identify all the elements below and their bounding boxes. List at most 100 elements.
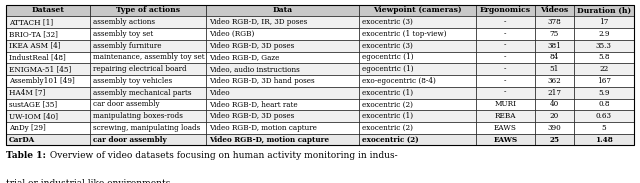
Bar bbox=[574, 87, 634, 98]
Bar bbox=[90, 98, 206, 110]
Bar bbox=[6, 16, 90, 28]
Text: EAWS: EAWS bbox=[494, 124, 516, 132]
Bar bbox=[6, 63, 90, 75]
Bar bbox=[476, 75, 534, 87]
Bar bbox=[359, 75, 476, 87]
Text: Video RGB-D, IR, 3D poses: Video RGB-D, IR, 3D poses bbox=[209, 18, 307, 26]
Bar bbox=[206, 122, 359, 134]
Text: 5.9: 5.9 bbox=[598, 89, 610, 97]
Text: MURI: MURI bbox=[494, 100, 516, 108]
Text: exocentric (1): exocentric (1) bbox=[362, 112, 413, 120]
Bar bbox=[476, 63, 534, 75]
Text: REBA: REBA bbox=[495, 112, 516, 120]
Bar bbox=[90, 5, 206, 16]
Text: -: - bbox=[504, 30, 506, 38]
Bar bbox=[534, 16, 574, 28]
Text: Ergonomics: Ergonomics bbox=[480, 6, 531, 14]
Bar bbox=[476, 28, 534, 40]
Bar bbox=[476, 122, 534, 134]
Text: EAWS: EAWS bbox=[493, 136, 517, 144]
Text: -: - bbox=[504, 89, 506, 97]
Text: Video RGB-D, 3D poses: Video RGB-D, 3D poses bbox=[209, 42, 294, 50]
Text: assembly mechanical parts: assembly mechanical parts bbox=[93, 89, 191, 97]
Bar bbox=[6, 110, 90, 122]
Text: -: - bbox=[504, 18, 506, 26]
Bar bbox=[206, 28, 359, 40]
Bar bbox=[90, 16, 206, 28]
Text: 51: 51 bbox=[550, 65, 559, 73]
Text: 5: 5 bbox=[602, 124, 606, 132]
Bar bbox=[6, 5, 634, 145]
Bar bbox=[6, 5, 90, 16]
Text: Table 1:: Table 1: bbox=[6, 151, 46, 160]
Text: Video RGB-D, motion capture: Video RGB-D, motion capture bbox=[209, 136, 329, 144]
Bar bbox=[574, 52, 634, 63]
Text: car door assembly: car door assembly bbox=[93, 136, 166, 144]
Bar bbox=[574, 40, 634, 52]
Bar bbox=[6, 134, 90, 145]
Bar bbox=[534, 75, 574, 87]
Bar bbox=[359, 16, 476, 28]
Text: Videos: Videos bbox=[540, 6, 568, 14]
Bar bbox=[574, 75, 634, 87]
Bar bbox=[359, 134, 476, 145]
Bar bbox=[90, 122, 206, 134]
Bar bbox=[534, 52, 574, 63]
Text: exocentric (1 top-view): exocentric (1 top-view) bbox=[362, 30, 446, 38]
Text: 378: 378 bbox=[547, 18, 561, 26]
Bar bbox=[6, 98, 90, 110]
Bar bbox=[476, 98, 534, 110]
Text: assembly furniture: assembly furniture bbox=[93, 42, 161, 50]
Text: car door assembly: car door assembly bbox=[93, 100, 159, 108]
Bar bbox=[90, 87, 206, 98]
Bar bbox=[6, 87, 90, 98]
Text: assembly actions: assembly actions bbox=[93, 18, 155, 26]
Bar bbox=[534, 40, 574, 52]
Bar bbox=[206, 16, 359, 28]
Bar bbox=[574, 63, 634, 75]
Text: Video RGB-D, Gaze: Video RGB-D, Gaze bbox=[209, 53, 279, 61]
Bar bbox=[206, 52, 359, 63]
Text: -: - bbox=[504, 53, 506, 61]
Text: 84: 84 bbox=[550, 53, 559, 61]
Bar bbox=[574, 16, 634, 28]
Bar bbox=[476, 52, 534, 63]
Text: maintenance, assembly toy set: maintenance, assembly toy set bbox=[93, 53, 204, 61]
Text: 167: 167 bbox=[597, 77, 611, 85]
Bar bbox=[359, 5, 476, 16]
Text: 40: 40 bbox=[550, 100, 559, 108]
Bar bbox=[476, 87, 534, 98]
Text: -: - bbox=[504, 65, 506, 73]
Text: 381: 381 bbox=[547, 42, 561, 50]
Text: Dataset: Dataset bbox=[32, 6, 65, 14]
Text: 0.63: 0.63 bbox=[596, 112, 612, 120]
Bar bbox=[206, 134, 359, 145]
Text: exocentric (3): exocentric (3) bbox=[362, 18, 413, 26]
Text: UW-IOM [40]: UW-IOM [40] bbox=[9, 112, 58, 120]
Bar bbox=[574, 98, 634, 110]
Bar bbox=[206, 5, 359, 16]
Text: Assembly101 [49]: Assembly101 [49] bbox=[9, 77, 75, 85]
Bar bbox=[574, 122, 634, 134]
Bar bbox=[6, 52, 90, 63]
Text: 217: 217 bbox=[547, 89, 561, 97]
Text: Type of actions: Type of actions bbox=[116, 6, 180, 14]
Text: HA4M [7]: HA4M [7] bbox=[9, 89, 45, 97]
Bar bbox=[476, 134, 534, 145]
Bar bbox=[534, 28, 574, 40]
Bar bbox=[6, 28, 90, 40]
Text: sustAGE [35]: sustAGE [35] bbox=[9, 100, 57, 108]
Text: Data: Data bbox=[273, 6, 292, 14]
Bar bbox=[359, 52, 476, 63]
Text: 22: 22 bbox=[599, 65, 609, 73]
Text: Video RGB-D, 3D hand poses: Video RGB-D, 3D hand poses bbox=[209, 77, 315, 85]
Bar bbox=[534, 134, 574, 145]
Text: 35.3: 35.3 bbox=[596, 42, 612, 50]
Bar bbox=[90, 28, 206, 40]
Text: -: - bbox=[504, 77, 506, 85]
Bar bbox=[359, 98, 476, 110]
Text: Overview of video datasets focusing on human activity monitoring in indus-: Overview of video datasets focusing on h… bbox=[47, 151, 397, 160]
Text: IKEA ASM [4]: IKEA ASM [4] bbox=[9, 42, 60, 50]
Bar bbox=[206, 110, 359, 122]
Text: egocentric (1): egocentric (1) bbox=[362, 65, 413, 73]
